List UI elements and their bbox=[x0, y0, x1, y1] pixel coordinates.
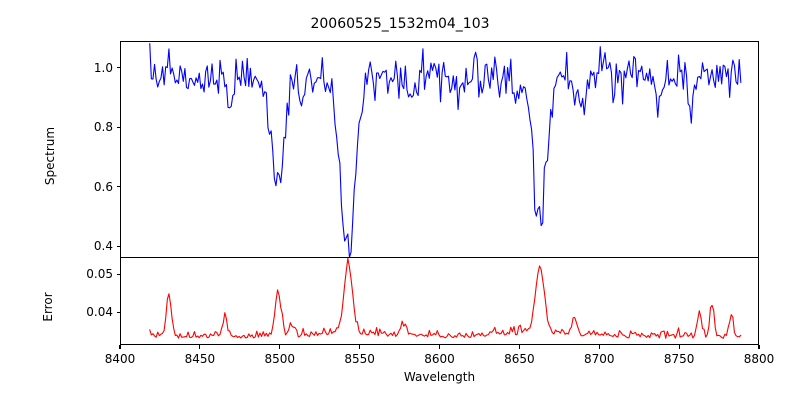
error-panel bbox=[120, 257, 759, 345]
wavelength-xtick-label: 8800 bbox=[743, 352, 775, 366]
spectrum-ytick-mark bbox=[116, 126, 120, 128]
wavelength-xtick-mark bbox=[678, 345, 680, 349]
spectrum-ytick-mark bbox=[116, 245, 120, 247]
wavelength-xtick-label: 8500 bbox=[264, 352, 296, 366]
wavelength-xtick-mark bbox=[359, 345, 361, 349]
error-ytick-mark bbox=[116, 311, 120, 314]
wavelength-xtick-mark bbox=[438, 345, 441, 349]
spectrum-ytick-mark bbox=[116, 186, 120, 188]
wavelength-xtick-label: 8400 bbox=[104, 352, 136, 366]
spectrum-ytick-mark bbox=[116, 67, 120, 69]
wavelength-xtick-mark bbox=[279, 345, 281, 349]
spectrum-axis-label: Spectrum bbox=[43, 126, 57, 186]
error-ytick-label: 0.05 bbox=[86, 267, 113, 282]
wavelength-xtick-label: 8450 bbox=[184, 352, 216, 366]
wavelength-xtick-label: 8750 bbox=[663, 352, 695, 366]
spectrum-ytick-label: 0.6 bbox=[93, 179, 113, 194]
error-axis-label: Error bbox=[41, 292, 55, 322]
spectrum-ytick-label: 1.0 bbox=[93, 60, 113, 75]
spectrum-panel bbox=[120, 41, 759, 258]
wavelength-xtick-label: 8550 bbox=[344, 352, 375, 366]
error-ytick-label: 0.04 bbox=[86, 305, 113, 320]
wavelength-xtick-mark bbox=[119, 345, 121, 349]
wavelength-xtick-label: 8600 bbox=[424, 352, 455, 366]
wavelength-xtick-mark bbox=[758, 345, 760, 349]
wavelength-xtick-mark bbox=[518, 345, 520, 349]
error-ytick-mark bbox=[116, 273, 120, 275]
spectrum-ytick-label: 0.4 bbox=[93, 239, 113, 254]
wavelength-axis-label: Wavelength bbox=[403, 370, 476, 384]
wavelength-xtick-mark bbox=[199, 345, 201, 349]
wavelength-xtick-mark bbox=[598, 345, 600, 349]
wavelength-xtick-label: 8700 bbox=[583, 352, 615, 366]
error-line-series bbox=[149, 258, 742, 339]
page-title: 20060525_1532m04_103 bbox=[310, 16, 490, 32]
spectrum-line-series bbox=[149, 43, 742, 258]
wavelength-xtick-label: 8650 bbox=[504, 352, 535, 366]
spectrum-ytick-label: 0.8 bbox=[93, 120, 113, 135]
